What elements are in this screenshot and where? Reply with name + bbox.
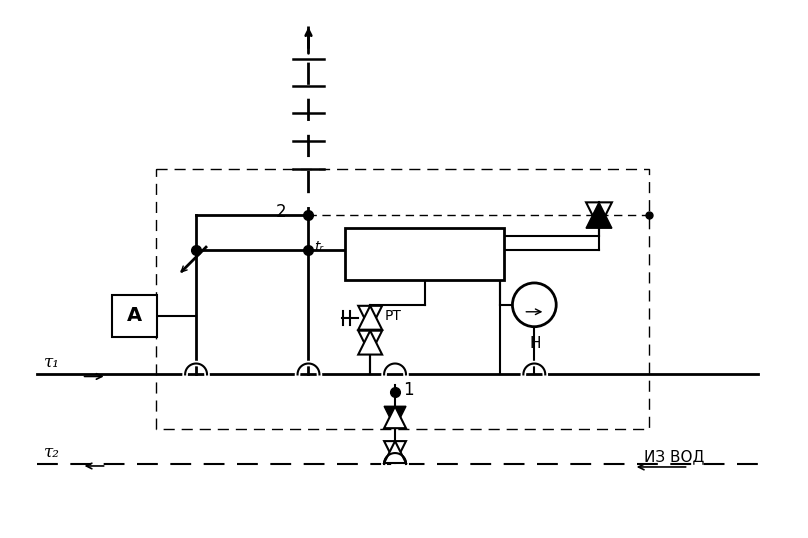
Text: τ₂: τ₂ xyxy=(44,443,60,461)
Text: tᵣ: tᵣ xyxy=(314,240,323,254)
Text: 1: 1 xyxy=(403,381,414,399)
Text: A: A xyxy=(127,306,142,325)
Polygon shape xyxy=(384,441,406,463)
Polygon shape xyxy=(358,331,382,355)
Circle shape xyxy=(512,283,556,327)
Polygon shape xyxy=(586,202,612,228)
Polygon shape xyxy=(586,202,612,228)
Polygon shape xyxy=(358,306,382,330)
Polygon shape xyxy=(384,441,406,463)
Polygon shape xyxy=(384,406,406,428)
Text: ИЗ ВОД: ИЗ ВОД xyxy=(644,450,704,464)
Polygon shape xyxy=(358,306,382,330)
Text: H: H xyxy=(529,336,541,351)
Text: PT: PT xyxy=(385,309,402,323)
Text: 2: 2 xyxy=(276,203,287,221)
Text: τ₁: τ₁ xyxy=(44,354,60,371)
Polygon shape xyxy=(384,406,406,428)
Bar xyxy=(112,295,158,337)
Bar xyxy=(345,228,504,280)
Polygon shape xyxy=(358,331,382,355)
